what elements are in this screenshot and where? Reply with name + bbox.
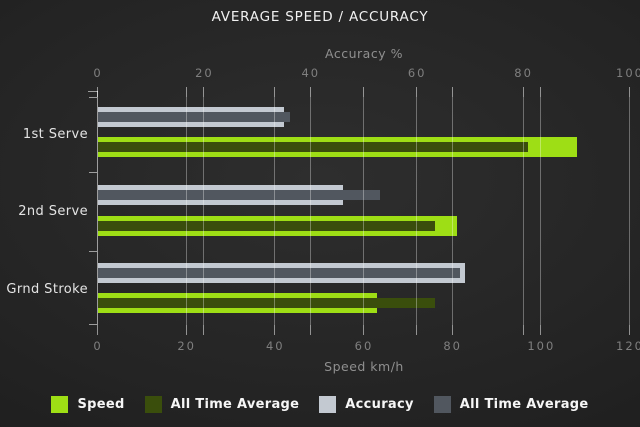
bar-all-time-average-1st-serve [98,112,290,122]
bar-all-time-average-2nd-serve [98,221,435,231]
legend-item-speed[interactable]: Speed [51,396,124,413]
axis-tick [97,325,98,335]
top-axis-tick-label: 60 [407,66,427,80]
axis-tick [540,87,541,97]
legend-item-all-time-average-speed[interactable]: All Time Average [144,396,300,413]
top-axis-tick-label: 20 [195,66,214,80]
bottom-axis-tick-label: 20 [177,339,197,353]
gridline [452,97,453,325]
gridline [416,97,417,325]
y-axis-top-stub [88,91,98,92]
gridline [186,97,187,325]
top-axis-title: Accuracy % [325,46,403,61]
axis-tick [363,325,364,335]
legend-swatch-all-time-average-speed [144,396,162,413]
axis-tick [310,87,311,97]
top-axis-tick-label: 0 [93,66,103,80]
axis-tick [203,325,204,335]
bar-all-time-average-1st-serve [98,142,528,152]
legend-item-all-time-average-accuracy[interactable]: All Time Average [433,396,589,413]
legend-item-accuracy[interactable]: Accuracy [319,396,414,413]
bottom-axis-tick-label: 0 [93,339,103,353]
bar-all-time-average-grnd-stroke [98,298,435,308]
axis-tick [186,87,187,97]
legend-label-all-time-average-speed: All Time Average [170,397,300,412]
axis-tick [203,87,204,97]
legend-label-speed: Speed [77,397,125,412]
chart-title: AVERAGE SPEED / ACCURACY [211,9,429,25]
axis-tick [186,325,187,335]
y-axis-tick [89,251,97,252]
bottom-axis-tick-label: 60 [354,339,374,353]
axis-tick [416,325,417,335]
axis-tick [416,87,417,97]
gridline [540,97,541,325]
bottom-axis-tick-label: 40 [265,339,285,353]
axis-tick [363,87,364,97]
top-axis-tick-label: 100 [616,66,640,80]
gridline [523,97,524,325]
top-axis-tick-label: 40 [301,66,321,80]
gridline [203,97,204,325]
axis-tick [540,325,541,335]
y-axis-line [97,91,98,325]
axis-tick [274,325,275,335]
bottom-axis-tick-label: 100 [527,339,556,353]
legend-swatch-all-time-average-accuracy [433,396,451,413]
bar-all-time-average-2nd-serve [98,190,380,200]
category-label-grnd-stroke: Grnd Stroke [6,282,88,297]
category-label-1st-serve: 1st Serve [22,127,88,142]
bottom-axis-tick-label: 120 [616,339,640,353]
y-axis-tick [89,97,97,98]
bar-all-time-average-grnd-stroke [98,268,460,278]
axis-tick [629,325,630,335]
gridline [629,97,630,325]
gridline [363,97,364,325]
axis-tick [523,87,524,97]
legend-swatch-speed [51,396,69,413]
bottom-axis-title: Speed km/h [324,359,404,374]
plot-area: 0 20 40 60 80 100 0 20 40 60 80 100 120 [88,66,640,353]
axis-tick [452,87,453,97]
gridline [274,97,275,325]
top-axis-tick-label: 80 [514,66,533,80]
legend-swatch-accuracy [319,396,337,413]
axis-tick [629,87,630,97]
legend-label-accuracy: Accuracy [345,397,414,412]
bottom-axis-tick-label: 80 [443,339,463,353]
y-axis-tick [89,172,97,173]
category-label-2nd-serve: 2nd Serve [18,204,88,219]
axis-tick [523,325,524,335]
gridline [310,97,311,325]
axis-tick [274,87,275,97]
legend-label-all-time-average-accuracy: All Time Average [459,397,589,412]
y-axis-tick [89,324,97,325]
axis-tick [452,325,453,335]
axis-tick [310,325,311,335]
axis-tick [97,87,98,97]
legend: Speed All Time Average Accuracy All Time… [0,396,640,413]
